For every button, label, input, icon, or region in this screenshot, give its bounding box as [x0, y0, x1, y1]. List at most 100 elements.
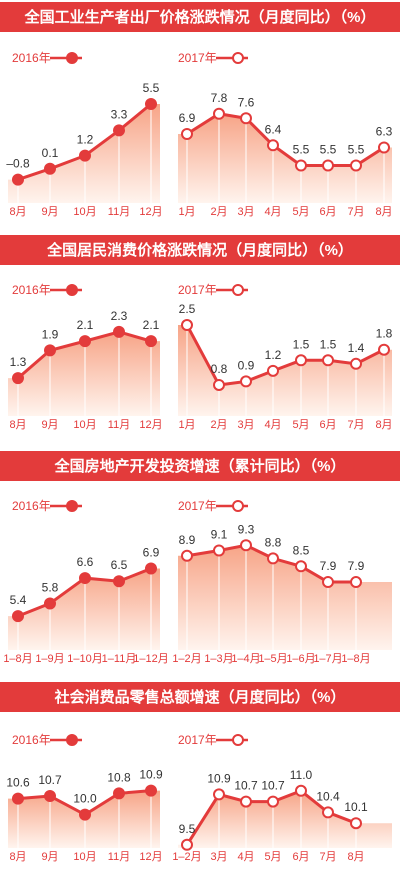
x-tick-label: 3月 [210, 851, 227, 863]
data-label: 8.5 [293, 543, 310, 557]
x-tick-label: 8月 [347, 851, 364, 863]
data-point [145, 335, 157, 348]
data-label: 0.8 [211, 362, 228, 376]
data-point [44, 790, 56, 802]
data-label: 2.3 [111, 309, 128, 323]
x-tick-label: 11月 [108, 419, 130, 431]
data-point [113, 787, 125, 800]
data-label: 6.9 [179, 111, 196, 125]
series-area [178, 325, 392, 416]
x-tick-label: 1–2月 [172, 851, 201, 863]
legend-label: 2016年 [12, 499, 51, 513]
legend-label: 2016年 [12, 283, 51, 297]
data-label: 7.8 [211, 91, 228, 105]
data-point [378, 141, 390, 154]
data-point [79, 335, 91, 348]
data-point [44, 597, 56, 610]
data-label: 8.8 [265, 535, 282, 549]
data-point [240, 539, 252, 552]
data-label: 2.1 [143, 318, 160, 332]
data-label: 6.9 [143, 546, 160, 560]
x-tick-label: 7月 [319, 851, 336, 863]
data-point [350, 576, 362, 589]
x-tick-label: 3月 [237, 206, 254, 218]
legend-marker [232, 500, 244, 512]
x-tick-label: 1月 [178, 206, 195, 218]
series-area [178, 790, 392, 848]
data-point [350, 357, 362, 370]
data-label: 9.5 [179, 822, 196, 836]
data-label: 8.9 [179, 533, 196, 547]
data-label: 6.6 [77, 555, 94, 569]
chart-title: 全国居民消费价格涨跌情况（月度同比）（%） [46, 241, 353, 259]
data-point [12, 610, 24, 623]
x-tick-label: 1–6月 [286, 653, 315, 665]
data-label: 7.9 [320, 559, 337, 573]
x-tick-label: 1–7月 [313, 653, 342, 665]
data-label: 11.0 [290, 768, 313, 782]
x-tick-label: 1–11月 [102, 653, 137, 665]
series-area [178, 113, 392, 203]
x-tick-label: 11月 [108, 851, 130, 863]
data-label: 7.6 [238, 95, 255, 109]
x-tick-label: 1–2月 [172, 653, 201, 665]
data-label: 10.7 [261, 779, 285, 793]
data-point [295, 784, 307, 797]
data-point [267, 139, 279, 152]
data-label: 10.6 [6, 776, 30, 790]
data-point [145, 784, 157, 797]
legend-marker [66, 734, 78, 746]
x-tick-label: 6月 [292, 851, 309, 863]
data-point [322, 354, 334, 367]
data-label: 5.4 [10, 593, 27, 607]
x-tick-label: 2月 [210, 206, 227, 218]
data-point [12, 372, 24, 385]
x-tick-label: 1–9月 [35, 653, 64, 665]
data-label: 6.4 [265, 122, 282, 136]
data-point [213, 107, 225, 120]
x-tick-label: 8月 [9, 851, 26, 863]
chart-title: 全国房地产开发投资增速（累计同比）（%） [54, 457, 346, 475]
x-tick-label: 10月 [73, 419, 96, 431]
data-point [295, 354, 307, 367]
data-label: 1.8 [376, 327, 393, 341]
x-tick-label: 12月 [139, 206, 162, 218]
data-point [267, 552, 279, 565]
data-point [113, 575, 125, 588]
x-tick-label: 5月 [292, 206, 309, 218]
data-label: 5.8 [42, 580, 59, 594]
x-tick-label: 8月 [375, 419, 392, 431]
data-label: 1.4 [348, 341, 365, 355]
data-label: 1.2 [77, 133, 94, 147]
data-point [79, 149, 91, 162]
x-tick-label: 1–5月 [258, 653, 287, 665]
x-tick-label: 1–4月 [231, 653, 260, 665]
data-point [79, 572, 91, 585]
legend-label: 2017年 [178, 499, 217, 513]
x-tick-label: 8月 [375, 206, 392, 218]
x-tick-label: 1–3月 [204, 653, 233, 665]
series-area [178, 545, 392, 650]
x-tick-label: 8月 [9, 419, 26, 431]
data-point [181, 549, 193, 562]
data-label: 5.5 [293, 143, 310, 157]
data-point [44, 162, 56, 175]
chart-title: 社会消费品零售总额增速（月度同比）（%） [54, 688, 346, 706]
data-label: 7.9 [348, 559, 365, 573]
x-tick-label: 4月 [264, 206, 281, 218]
x-tick-label: 6月 [319, 206, 336, 218]
legend-label: 2017年 [178, 51, 217, 65]
legend-marker [66, 500, 78, 512]
data-point [350, 159, 362, 172]
data-point [322, 159, 334, 172]
legend-label: 2016年 [12, 733, 51, 747]
data-label: –0.8 [6, 157, 30, 171]
data-label: 3.3 [111, 107, 128, 121]
x-tick-label: 1–12月 [133, 653, 168, 665]
x-tick-label: 1–8月 [3, 653, 32, 665]
legend-marker [232, 284, 244, 296]
series-area [8, 331, 160, 416]
data-label: 9.1 [211, 528, 228, 542]
data-label: 1.9 [42, 327, 59, 341]
